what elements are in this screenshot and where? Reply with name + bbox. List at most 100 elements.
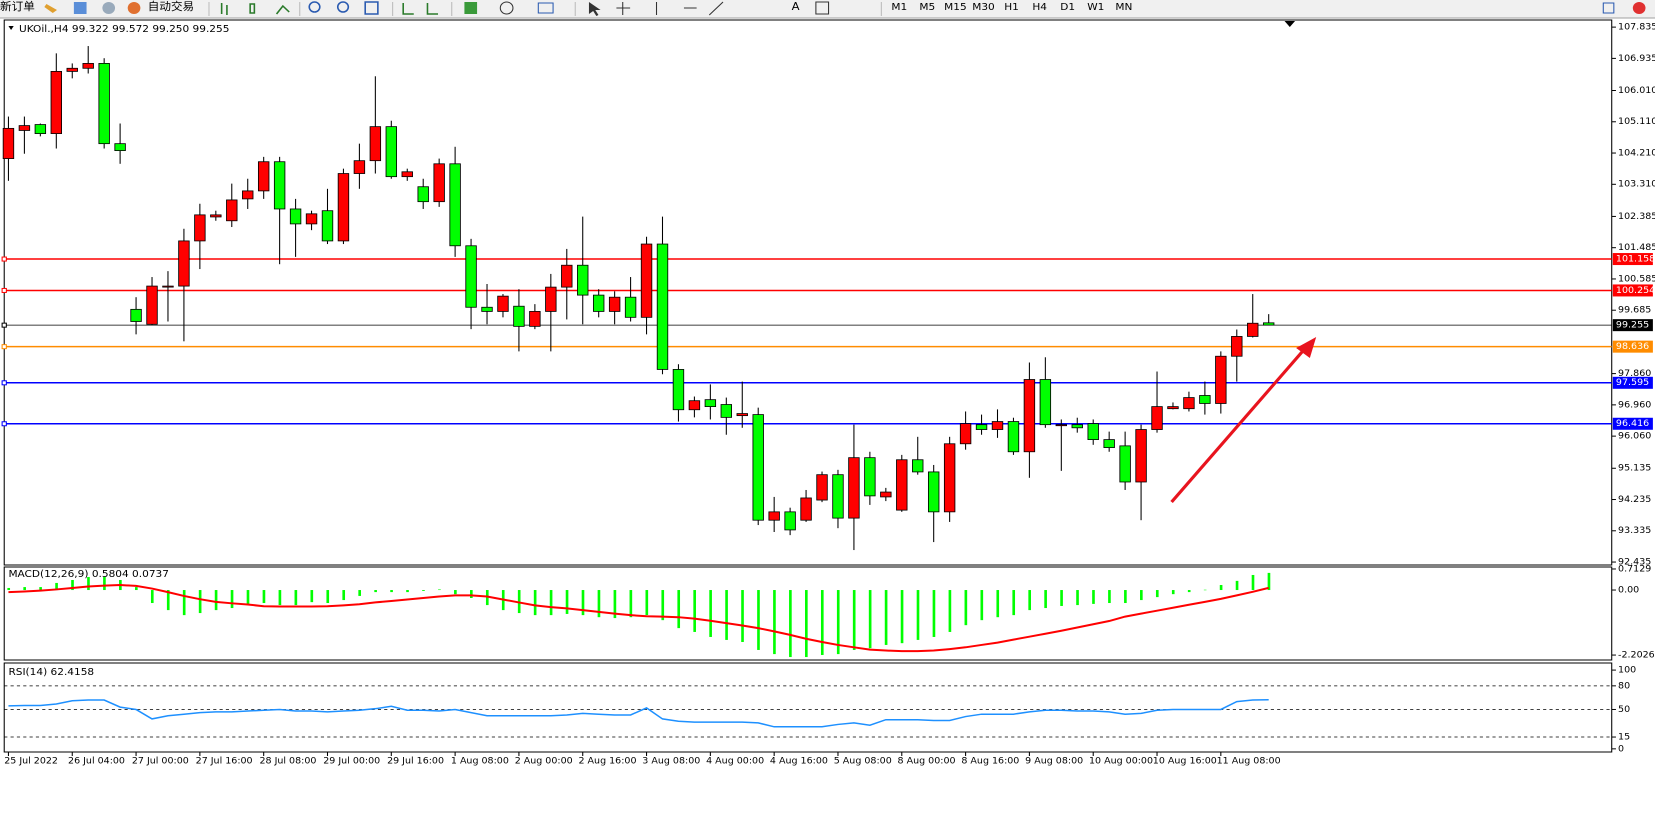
- timeframe-button[interactable]: M1: [891, 1, 907, 13]
- macd-bar: [868, 590, 872, 649]
- zoom-in-icon[interactable]: [308, 1, 321, 13]
- icon[interactable]: [73, 2, 87, 14]
- crosshair-icon[interactable]: [616, 2, 631, 15]
- icon[interactable]: [44, 4, 57, 13]
- macd-bar: [390, 590, 393, 593]
- timeframe-button[interactable]: H1: [1004, 1, 1019, 13]
- macd-panel: [3, 566, 1613, 661]
- timeframe-button[interactable]: M5: [919, 1, 935, 13]
- price-line-handle: [1, 322, 7, 328]
- price-tag: [1612, 417, 1653, 430]
- price-line-handle: [1, 256, 7, 262]
- auto-trading-icon[interactable]: [127, 2, 141, 14]
- new-order-button[interactable]: 新订单: [0, 0, 35, 13]
- timeframe-button[interactable]: M15: [944, 1, 967, 13]
- drawing-tools[interactable]: [655, 1, 724, 16]
- x-tick-label: 11 Aug 08:00: [1217, 756, 1281, 767]
- candle-icon[interactable]: [249, 3, 256, 14]
- macd-bar: [23, 587, 26, 591]
- indicators-icon[interactable]: [464, 2, 478, 14]
- bull-candle: [1183, 397, 1195, 410]
- y-tick-label: 0.7129: [1618, 564, 1651, 575]
- cursor-icon[interactable]: [588, 2, 601, 16]
- bull-candle: [1231, 336, 1243, 357]
- bear-candle: [577, 264, 589, 296]
- macd-bar: [55, 582, 58, 591]
- bull-candle: [194, 214, 206, 242]
- macd-bar: [246, 590, 250, 606]
- macd-bar: [693, 590, 696, 632]
- bull-candle: [178, 240, 190, 287]
- y-tick-label: 105.110: [1618, 116, 1655, 127]
- shift-icon[interactable]: [426, 3, 439, 15]
- bear-candle: [720, 404, 733, 418]
- y-tick-label: 99.685: [1618, 305, 1651, 316]
- bull-candle: [848, 457, 860, 519]
- x-tick-label: 2 Aug 00:00: [515, 756, 573, 767]
- timeframe-button[interactable]: MN: [1115, 1, 1132, 13]
- macd-bar: [884, 590, 888, 645]
- macd-title: MACD(12,26,9) 0.5804 0.0737: [8, 568, 169, 580]
- macd-bar: [1140, 590, 1143, 601]
- timeframe-button[interactable]: D1: [1060, 1, 1075, 13]
- bear-candle: [385, 126, 398, 178]
- icon[interactable]: [102, 2, 116, 14]
- bull-candle: [2, 127, 15, 159]
- bear-candle: [1087, 423, 1099, 441]
- macd-bar: [773, 590, 776, 655]
- tile-icon[interactable]: [364, 1, 379, 15]
- toolbar-bg: [0, 0, 1655, 18]
- zoom-out-icon[interactable]: [336, 1, 350, 13]
- x-tick-label: 4 Aug 16:00: [770, 756, 828, 767]
- bull-candle: [305, 213, 318, 225]
- price-tag: [1612, 376, 1653, 389]
- autoscroll-icon[interactable]: [402, 3, 414, 15]
- text-tool[interactable]: A: [792, 0, 800, 13]
- timeframe-button[interactable]: W1: [1087, 1, 1104, 13]
- bull-candle: [1167, 406, 1179, 410]
- bull-candle: [561, 264, 573, 288]
- macd-bar: [358, 590, 361, 596]
- periods-icon[interactable]: [499, 1, 514, 15]
- bear-candle: [513, 305, 525, 327]
- macd-bar: [198, 590, 202, 614]
- macd-bar: [836, 590, 840, 655]
- bull-candle: [497, 295, 509, 312]
- shift-marker: [1284, 21, 1296, 27]
- search-icon[interactable]: [1602, 2, 1615, 14]
- bull-candle: [1055, 424, 1068, 427]
- macd-bar: [1171, 590, 1175, 595]
- bear-candle: [752, 414, 764, 521]
- notification-icon[interactable]: [1632, 2, 1646, 14]
- title-marker: [8, 26, 14, 30]
- line-icon[interactable]: [275, 4, 290, 15]
- macd-bar: [470, 590, 473, 598]
- auto-trading-button[interactable]: 自动交易: [148, 0, 194, 13]
- bear-candle: [289, 208, 302, 225]
- macd-bar: [1155, 590, 1159, 598]
- timeframe-button[interactable]: H4: [1032, 1, 1047, 13]
- macd-bar: [150, 590, 154, 604]
- label-tool[interactable]: [815, 1, 830, 15]
- macd-bar: [1219, 585, 1223, 591]
- bear-candle: [465, 245, 477, 308]
- bear-candle: [1119, 445, 1131, 483]
- bar-chart-icon[interactable]: [220, 3, 228, 15]
- signal-line: [8, 584, 1269, 653]
- chart-type-icons[interactable]: [220, 3, 290, 15]
- templates-icon[interactable]: [537, 2, 554, 14]
- macd-bar: [629, 590, 633, 618]
- macd-bar: [757, 590, 760, 650]
- bear-candle: [321, 210, 334, 242]
- macd-bar: [326, 590, 330, 604]
- bear-candle: [784, 511, 796, 531]
- price-tag: [1612, 319, 1653, 332]
- bull-candle: [1215, 355, 1227, 404]
- bull-candle: [608, 296, 621, 312]
- bull-candle: [401, 171, 413, 178]
- y-tick-label: 95.135: [1618, 463, 1651, 474]
- bear-candle: [1007, 421, 1020, 453]
- timeframe-button[interactable]: M30: [972, 1, 995, 13]
